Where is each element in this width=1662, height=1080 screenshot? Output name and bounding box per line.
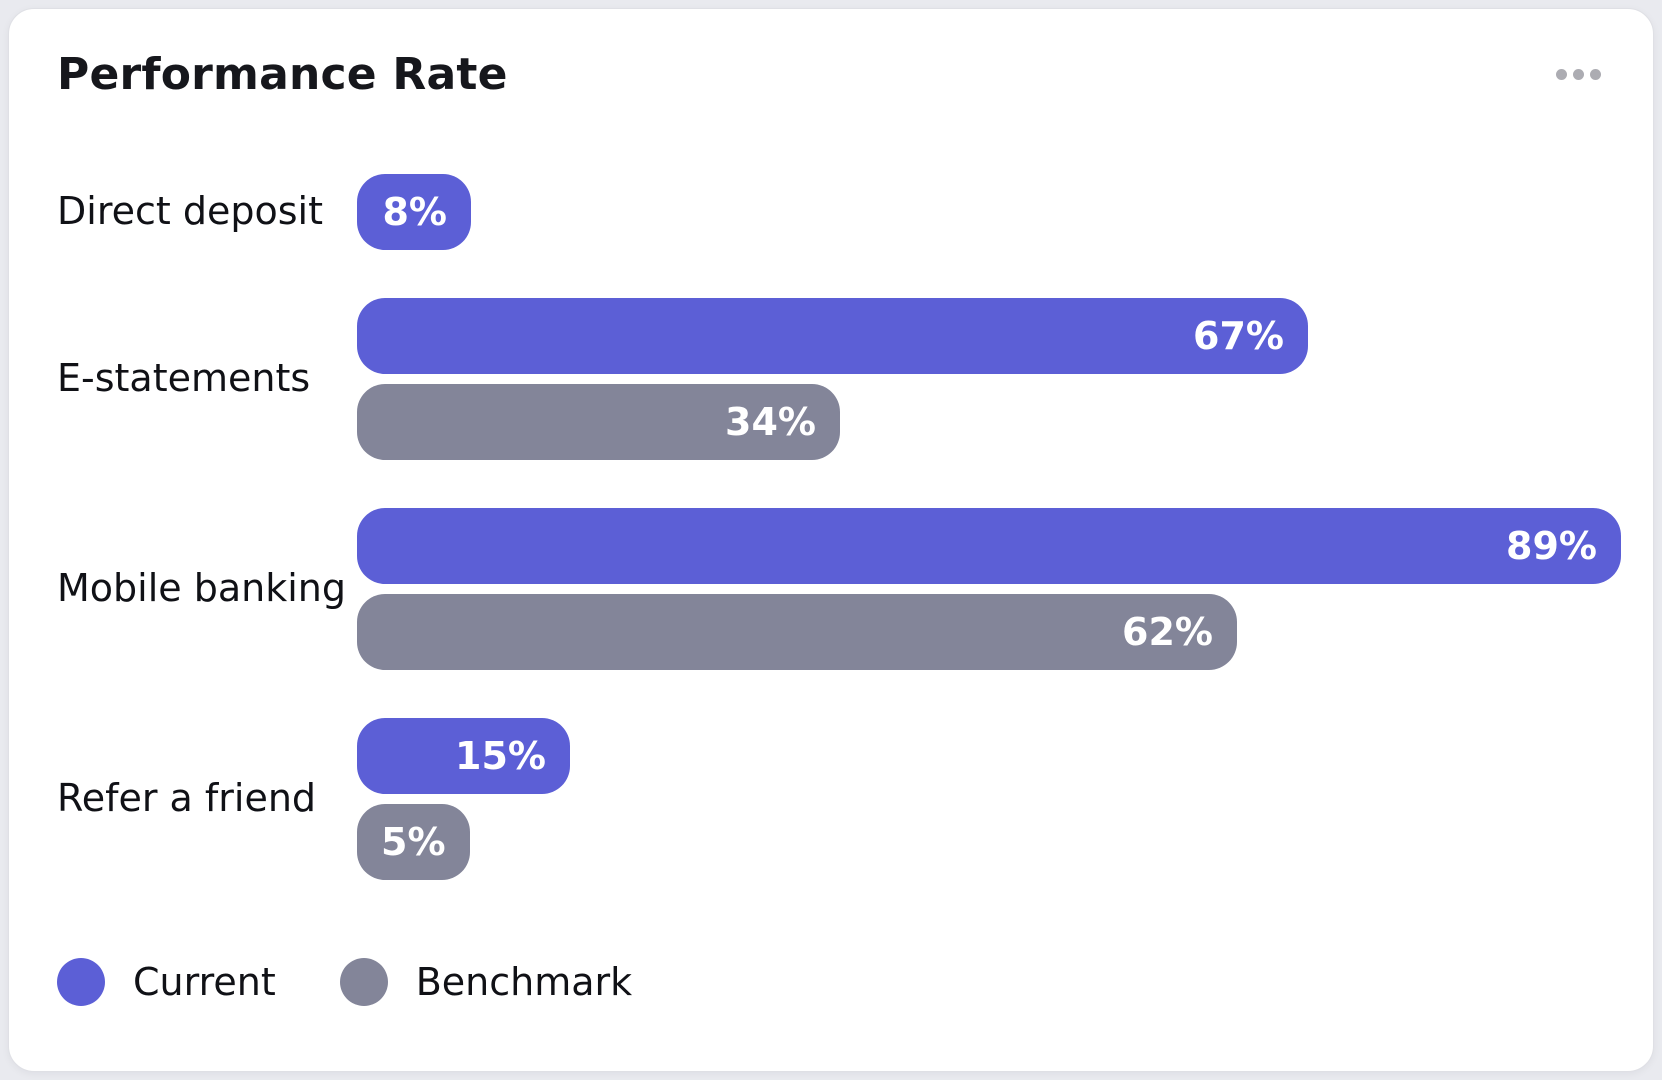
bar-benchmark: 62% (357, 594, 1237, 670)
chart-row: Refer a friend 15% 5% (57, 718, 1605, 880)
bar-benchmark: 5% (357, 804, 470, 880)
bar-current: 67% (357, 298, 1308, 374)
category-label: Mobile banking (57, 566, 346, 611)
bar-value-label: 34% (725, 400, 816, 444)
legend-label: Current (133, 960, 276, 1004)
bar-current: 8% (357, 174, 471, 250)
card-header: Performance Rate (57, 49, 1605, 100)
performance-rate-card: Performance Rate Direct deposit 8% E-state… (8, 8, 1654, 1072)
legend-item-current[interactable]: Current (57, 958, 276, 1006)
bar-value-label: 5% (381, 820, 446, 864)
legend-swatch (339, 958, 388, 1006)
chart-row: E-statements 67% 34% (57, 298, 1605, 460)
chart-row: Mobile banking 89% 62% (57, 508, 1621, 670)
ellipsis-icon (1556, 69, 1601, 80)
category-label: E-statements (57, 356, 311, 401)
bar-group: 67% 34% (357, 298, 1605, 460)
bar-group: 89% 62% (357, 508, 1621, 670)
bar-value-label: 89% (1506, 524, 1597, 568)
bar-group: 15% 5% (357, 718, 1605, 880)
chart-title: Performance Rate (57, 49, 508, 100)
category-label: Direct deposit (57, 189, 323, 234)
bar-current: 15% (357, 718, 570, 794)
bar-value-label: 8% (382, 190, 447, 234)
bar-group: 8% (357, 174, 1605, 250)
chart-legend: Current Benchmark (57, 958, 1605, 1006)
bar-current: 89% (357, 508, 1621, 584)
bar-value-label: 15% (455, 734, 546, 778)
bar-benchmark: 34% (357, 384, 840, 460)
bar-value-label: 67% (1193, 314, 1284, 358)
category-label: Refer a friend (57, 776, 317, 821)
more-options-button[interactable] (1552, 59, 1605, 90)
chart-row: Direct deposit 8% (57, 174, 1605, 250)
legend-item-benchmark[interactable]: Benchmark (339, 958, 633, 1006)
bar-value-label: 62% (1122, 610, 1213, 654)
bar-chart: Direct deposit 8% E-statements 67% 34% Mobile… (57, 174, 1621, 880)
legend-swatch (57, 958, 105, 1006)
legend-label: Benchmark (415, 960, 633, 1004)
